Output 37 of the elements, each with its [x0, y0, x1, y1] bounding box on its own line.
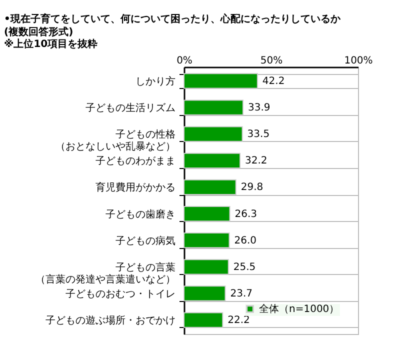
text: 33.5 [247, 129, 270, 140]
y-tick-label: 子どもの言葉（言葉の発達や言葉遣いなど） [36, 261, 176, 286]
bar [184, 152, 241, 168]
bar [184, 259, 229, 275]
y-tick-label: 子どものおむつ・トイレ [66, 288, 176, 300]
bar [184, 232, 230, 248]
text: 22.2 [228, 315, 250, 326]
text: 32.2 [245, 156, 268, 167]
bar [184, 100, 244, 116]
y-tick-label: 子どもの病気 [116, 234, 176, 247]
y-tick-label: 子どもの遊ぶ場所・おでかけ [46, 314, 176, 327]
bar [184, 312, 224, 328]
text: 23.7 [230, 288, 253, 300]
legend-label: 全体（n=1000） [259, 303, 340, 315]
chart-title: •現在子育てをしていて、何について困ったり、心配になったりしているか [4, 13, 342, 25]
bar [184, 179, 236, 196]
text: 42.2 [262, 76, 285, 87]
x-tick-label: 50% [260, 56, 283, 66]
y-tick-label: 子どもの性格（おとなしいや乱暴など） [56, 128, 176, 153]
text: (複数回答形式) [4, 26, 74, 38]
text: 25.5 [233, 262, 256, 273]
text: ※上位10項目を抜粋 [4, 38, 98, 50]
text: 26.3 [234, 208, 258, 220]
bar [184, 206, 230, 222]
bar [184, 126, 243, 142]
y-tick-label: 子どものわがまま [96, 156, 176, 168]
x-tick-label: 0% [176, 56, 192, 66]
y-tick-label: 育児費用がかかる [96, 182, 176, 194]
y-tick-label: しかり方 [136, 75, 176, 88]
text: 29.8 [240, 182, 264, 194]
text: 26.0 [234, 235, 257, 246]
x-tick-label: 100% [344, 56, 373, 66]
y-tick-label: 子どもの生活リズム [86, 102, 176, 114]
bar [184, 73, 258, 89]
y-tick-label: 子どもの歯磨き [106, 208, 176, 220]
text: 33.9 [248, 102, 270, 114]
bar [184, 286, 226, 302]
